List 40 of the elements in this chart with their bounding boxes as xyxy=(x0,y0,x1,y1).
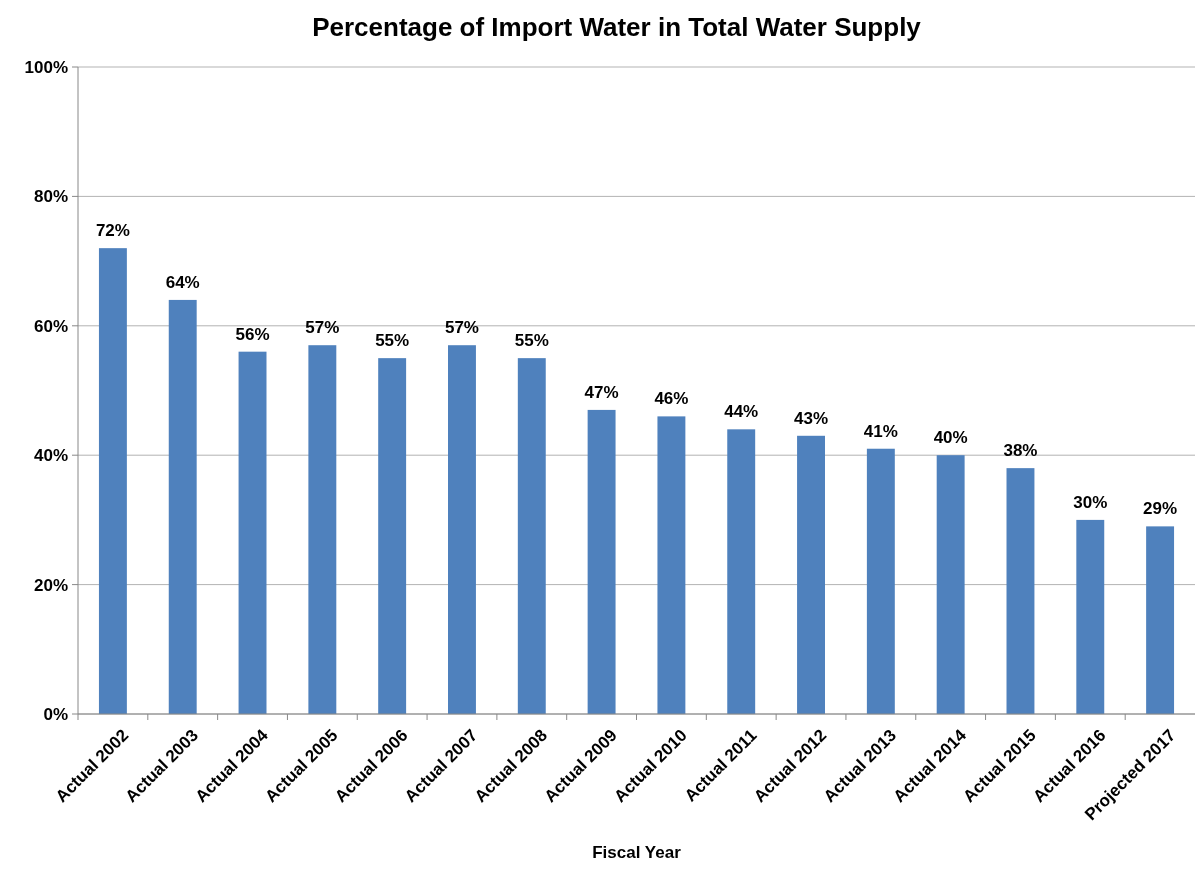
bar xyxy=(866,448,895,714)
data-label: 38% xyxy=(1003,441,1038,461)
bar xyxy=(727,429,756,714)
bar xyxy=(936,455,965,714)
y-tick-label: 60% xyxy=(33,316,68,336)
bar xyxy=(378,358,407,714)
data-label: 44% xyxy=(724,402,759,422)
data-label: 30% xyxy=(1073,492,1108,512)
bar xyxy=(1076,519,1105,714)
y-tick-label: 40% xyxy=(33,446,68,466)
data-label: 57% xyxy=(305,318,340,338)
bar xyxy=(238,351,267,714)
bar xyxy=(168,299,197,714)
bar xyxy=(308,345,337,714)
bar xyxy=(98,248,127,714)
bar xyxy=(587,409,616,714)
data-label: 47% xyxy=(584,382,619,402)
bar xyxy=(797,435,825,714)
data-label: 55% xyxy=(375,331,410,351)
data-label: 41% xyxy=(863,421,898,441)
y-tick-label: 80% xyxy=(33,187,68,207)
x-axis-title: Fiscal Year xyxy=(592,843,682,862)
y-tick-label: 20% xyxy=(33,575,68,595)
data-label: 43% xyxy=(794,408,829,428)
data-label: 55% xyxy=(514,331,549,351)
data-label: 46% xyxy=(654,389,689,409)
data-label: 72% xyxy=(95,221,130,241)
data-label: 57% xyxy=(444,318,479,338)
data-label: 40% xyxy=(933,428,968,448)
chart-title: Percentage of Import Water in Total Water Supply xyxy=(312,12,922,42)
y-tick-label: 0% xyxy=(43,704,68,724)
bar xyxy=(657,416,686,714)
bar xyxy=(448,345,476,714)
bar xyxy=(1146,526,1175,714)
y-tick-label: 100% xyxy=(24,57,68,77)
bar xyxy=(1006,468,1035,714)
bar xyxy=(517,358,546,714)
data-label: 29% xyxy=(1143,499,1178,519)
data-label: 56% xyxy=(235,324,270,344)
data-label: 64% xyxy=(165,272,200,292)
